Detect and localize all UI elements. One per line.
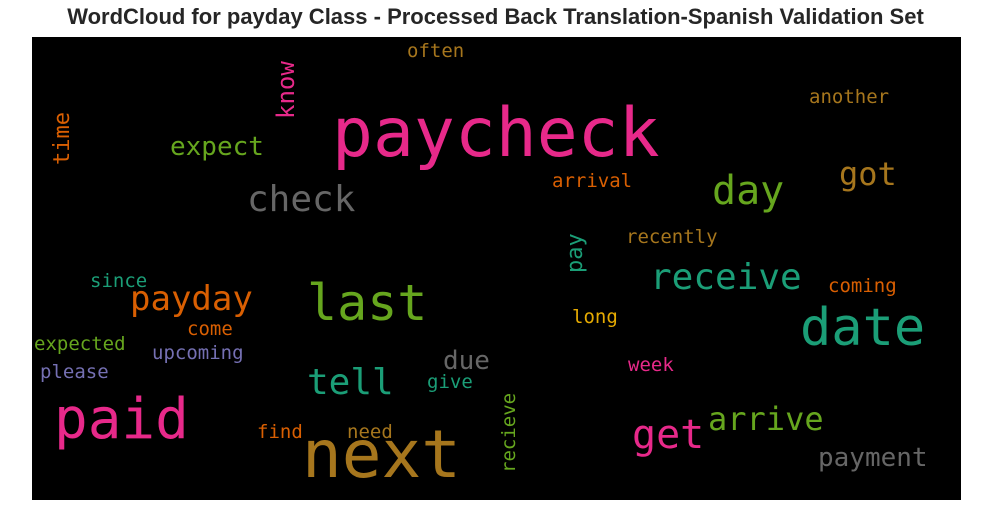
word-since: since <box>90 270 148 292</box>
word-recently: recently <box>626 226 718 248</box>
word-know: know <box>272 61 300 119</box>
word-often: often <box>407 40 465 62</box>
word-day: day <box>712 168 785 214</box>
word-payment: payment <box>818 443 928 473</box>
word-arrival: arrival <box>552 170 633 192</box>
word-paycheck: paycheck <box>332 94 660 173</box>
word-arrive: arrive <box>708 400 824 438</box>
word-date: date <box>800 298 926 358</box>
word-time: time <box>50 112 75 165</box>
word-next: next <box>302 416 461 493</box>
word-expected: expected <box>34 333 126 355</box>
word-receive: receive <box>650 257 802 298</box>
chart-title: WordCloud for payday Class - Processed B… <box>67 4 924 29</box>
word-coming: coming <box>828 275 897 297</box>
word-paid: paid <box>54 387 189 452</box>
word-expect: expect <box>170 132 264 162</box>
word-pay: pay <box>563 233 588 273</box>
word-get: get <box>632 412 705 458</box>
word-due: due <box>443 346 490 376</box>
word-come: come <box>187 318 233 340</box>
word-find: find <box>257 421 303 443</box>
word-upcoming: upcoming <box>152 342 244 364</box>
word-recieve: recieve <box>498 392 520 473</box>
word-check: check <box>247 179 356 220</box>
word-another: another <box>809 86 890 108</box>
word-payday: payday <box>130 279 253 319</box>
word-cloud: paycheck next date paid last check get day recei… <box>32 37 961 500</box>
word-need: need <box>347 421 393 443</box>
word-long: long <box>572 306 618 328</box>
word-give: give <box>427 371 473 393</box>
word-please: please <box>40 361 109 383</box>
word-tell: tell <box>307 362 394 403</box>
word-got: got <box>839 155 897 193</box>
word-week: week <box>628 354 674 376</box>
word-last: last <box>307 274 428 332</box>
